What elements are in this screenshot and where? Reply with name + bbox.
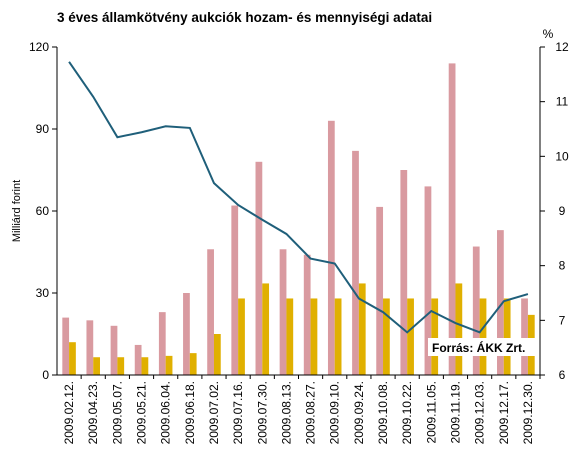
y2-tick-label: 12: [555, 40, 569, 54]
bar: [255, 161, 263, 375]
chart-title: 3 éves államkötvény aukciók hozam- és me…: [57, 10, 432, 25]
x-tick-label: 2009.12.30.: [521, 381, 535, 444]
bar: [521, 298, 528, 375]
bar: [183, 293, 190, 375]
x-tick-label: 2009.10.08.: [376, 381, 390, 444]
bar: [455, 283, 463, 375]
y-tick-label: 120: [29, 40, 49, 54]
bar: [93, 357, 100, 375]
bar: [310, 298, 318, 375]
bar: [110, 325, 118, 375]
bar: [424, 186, 432, 375]
x-tick-label: 2009.06.18.: [183, 381, 197, 444]
bar: [117, 357, 125, 375]
x-tick-label: 2009.08.27.: [304, 381, 318, 444]
y-tick-label: 90: [36, 122, 50, 136]
x-tick-label: 2009.08.13.: [279, 381, 293, 444]
bar: [262, 283, 270, 375]
bar: [207, 249, 214, 375]
bar: [62, 317, 70, 375]
y-tick-label: 30: [36, 286, 50, 300]
bar: [231, 205, 239, 375]
x-tick-label: 2009.11.19.: [448, 381, 462, 444]
x-tick-label: 2009.02.12.: [62, 381, 76, 444]
y2-tick-label: 7: [559, 313, 566, 327]
bar: [472, 246, 480, 375]
bar: [431, 298, 439, 375]
bar: [303, 254, 311, 375]
y2-tick-label: 10: [555, 149, 569, 163]
y2-tick-label: 9: [559, 204, 566, 218]
x-tick-label: 2009.06.04.: [159, 381, 173, 444]
bar: [69, 342, 76, 375]
y2-tick-label: 6: [559, 368, 566, 382]
x-tick-label: 2009.11.05.: [424, 381, 438, 444]
y-tick-label: 0: [42, 368, 49, 382]
y2-tick-label: 11: [556, 95, 569, 109]
x-tick-label: 2009.09.24.: [352, 381, 366, 444]
y2-axis-label: %: [543, 27, 554, 41]
annotation: Forrás: ÁKK Zrt.: [432, 340, 525, 355]
bar: [238, 298, 245, 375]
bar: [479, 298, 487, 375]
bar: [503, 298, 511, 375]
annotation-bg: [428, 338, 538, 356]
bar: [189, 353, 197, 375]
bar: [383, 298, 390, 375]
bar: [327, 120, 335, 375]
bar: [86, 320, 94, 375]
x-tick-label: 2009.07.02.: [207, 381, 221, 444]
bar: [376, 206, 384, 375]
x-tick-label: 2009.12.03.: [473, 381, 487, 444]
bar: [134, 344, 142, 375]
bar: [213, 334, 221, 375]
x-tick-label: 2009.09.10.: [328, 381, 342, 444]
bar: [279, 249, 287, 375]
bar: [448, 63, 456, 376]
y-tick-label: 60: [36, 204, 50, 218]
bar: [497, 230, 504, 375]
bar: [400, 170, 408, 375]
bar: [334, 298, 342, 375]
bar: [352, 150, 359, 375]
y-axis-label: Milliárd forint: [11, 180, 23, 242]
bar: [358, 283, 366, 375]
x-tick-label: 2009.05.21.: [135, 381, 149, 444]
x-tick-label: 2009.10.22.: [400, 381, 414, 444]
x-tick-label: 2009.04.23.: [86, 381, 100, 444]
x-tick-label: 2009.07.16.: [231, 381, 245, 444]
bar: [286, 298, 294, 375]
x-tick-label: 2009.12.17.: [497, 381, 511, 444]
bar: [165, 355, 173, 375]
x-tick-label: 2009.05.07.: [110, 381, 124, 444]
bar: [158, 312, 166, 375]
bar: [141, 357, 149, 375]
x-tick-label: 2009.07.30.: [255, 381, 269, 444]
y2-tick-label: 8: [559, 259, 566, 273]
bar: [407, 298, 414, 375]
line: [68, 61, 529, 334]
